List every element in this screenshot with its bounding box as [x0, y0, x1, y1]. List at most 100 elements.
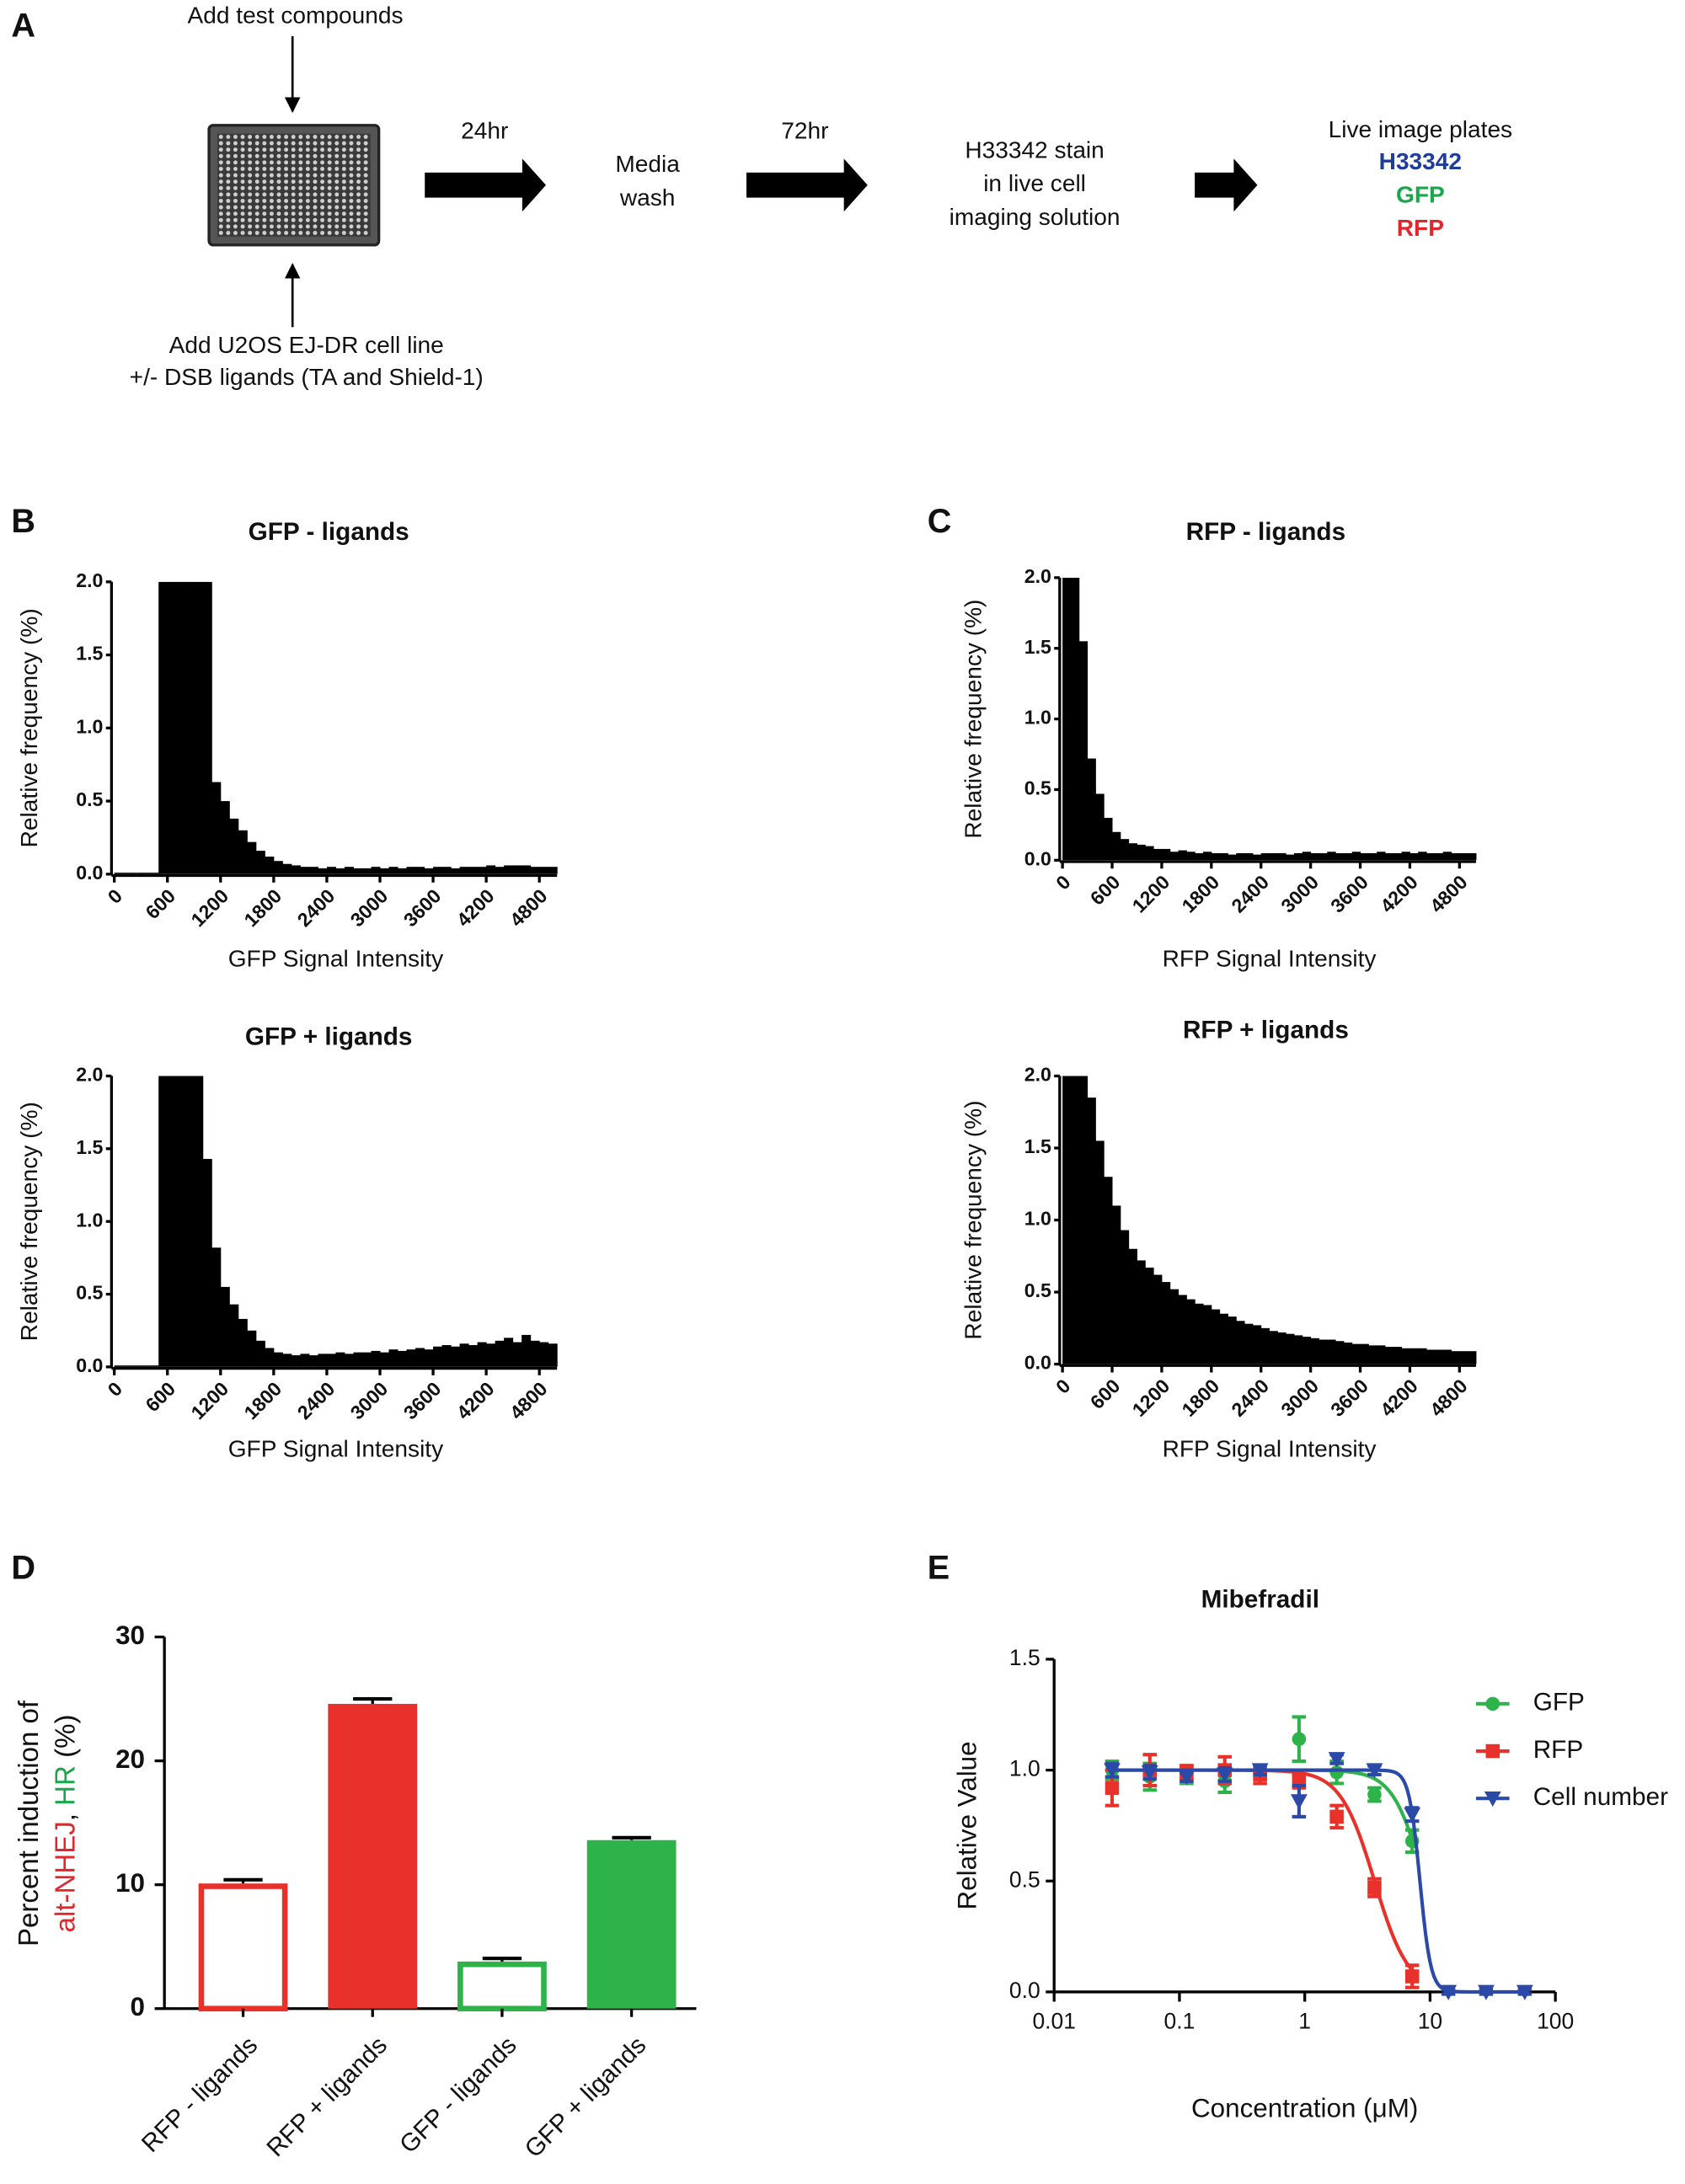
histogram-bar: [1260, 1327, 1270, 1364]
histogram-bar: [459, 867, 469, 874]
chart-title: RFP - ligands: [1186, 518, 1345, 546]
histogram-bar: [451, 868, 461, 874]
thick-arrow: [746, 158, 868, 212]
histogram-bar: [202, 1158, 212, 1367]
histogram-bar: [477, 867, 487, 874]
point: [1404, 1969, 1420, 1984]
histogram-bar: [335, 868, 345, 874]
histogram-bar: [326, 867, 336, 874]
histogram-bar: [123, 1365, 133, 1367]
histogram-bar: [149, 873, 159, 874]
histogram-bar: [1195, 852, 1204, 861]
y-axis-label: Relative Value: [953, 1741, 982, 1909]
histogram-bar: [486, 1343, 496, 1367]
y-tick-label: 0.0: [76, 1354, 103, 1376]
histogram-bar: [1104, 818, 1113, 861]
histogram-bar: [1377, 852, 1386, 861]
histogram-bar: [1459, 1351, 1468, 1364]
y-tick-label: 1.5: [1024, 636, 1051, 658]
histogram-bar: [202, 581, 212, 874]
bar: [198, 1883, 288, 2012]
legend-label: GFP: [1533, 1689, 1585, 1717]
channel-list: H33342 GFP RFP: [1379, 148, 1462, 241]
plate-wells: [217, 133, 371, 237]
histogram-bar: [1062, 577, 1072, 861]
histogram-bar: [1211, 1309, 1221, 1364]
histogram-bar: [1286, 1333, 1295, 1364]
step-label: imaging solution: [949, 204, 1121, 230]
histogram-bar: [167, 581, 177, 874]
chart-title: GFP - ligands: [249, 518, 409, 546]
histogram-bar: [211, 782, 222, 874]
x-tick-label: 4800: [506, 884, 552, 931]
histogram-bar: [1203, 852, 1212, 861]
histogram-bar: [530, 1340, 540, 1367]
histogram-bar: [1153, 1274, 1163, 1364]
histogram-bar: [1128, 843, 1137, 861]
x-tick-label: 600: [142, 1378, 180, 1417]
x-tick-label: 100: [1537, 2008, 1574, 2033]
point: [1216, 1767, 1233, 1783]
point: [1366, 1763, 1383, 1779]
histogram-bar: [468, 1344, 479, 1367]
y-tick-label: 0.5: [1024, 1279, 1051, 1301]
histogram-bar: [1219, 1313, 1228, 1364]
histogram-bar: [123, 873, 133, 874]
y-tick-label: 1.0: [76, 715, 103, 737]
histogram-bar: [1104, 1177, 1113, 1364]
legend-marker: [1484, 1791, 1501, 1808]
x-tick-label: 0: [1051, 871, 1074, 894]
histogram-bar: [1112, 831, 1121, 861]
histogram-bar: [522, 865, 532, 874]
histogram-bar: [406, 1349, 416, 1367]
histogram-bar: [504, 865, 514, 874]
y-tick-label: 1.5: [76, 1136, 103, 1158]
histogram-bar: [114, 873, 124, 874]
step-label: H33342 stain: [965, 137, 1104, 163]
chart-title: RFP + ligands: [1183, 1016, 1349, 1044]
histogram-bar: [495, 867, 505, 874]
y-axis-label: Relative frequency (%): [16, 1102, 42, 1341]
y-axis-label-part: alt-NHEJ: [50, 1821, 81, 1932]
histogram-bar: [1351, 1343, 1361, 1364]
y-tick-label: 1.5: [1009, 1645, 1040, 1670]
histogram-bar: [1219, 852, 1228, 861]
histogram-bar: [1410, 1348, 1419, 1364]
histogram-bar: [1095, 793, 1105, 861]
histogram-bar: [1451, 852, 1460, 861]
histogram-bar: [229, 818, 239, 874]
x-tick-label: GFP + ligands: [520, 2032, 652, 2164]
histogram-bar: [1319, 1339, 1328, 1364]
histogram-bar: [1293, 852, 1303, 861]
x-tick-label: 4200: [452, 1378, 499, 1424]
histogram-bar: [1228, 854, 1237, 861]
arrow-label: 24hr: [461, 117, 508, 143]
histogram-bar: [1070, 577, 1080, 861]
histogram-bar: [1277, 1332, 1286, 1364]
histogram-bar: [1286, 854, 1295, 861]
histogram-bar: [424, 1349, 434, 1367]
histogram-bar: [1434, 1349, 1444, 1364]
x-tick-label: 0: [104, 1378, 126, 1401]
legend-label: Cell number: [1533, 1783, 1668, 1811]
histogram-bar: [1120, 839, 1130, 861]
histogram-bar: [1401, 1348, 1410, 1364]
y-axis-label-part: (%): [50, 1715, 81, 1766]
x-tick-label: 3000: [346, 884, 393, 931]
histogram-bar: [149, 1365, 159, 1367]
histogram-bar: [415, 867, 425, 874]
x-tick-label: 1800: [1178, 1375, 1224, 1421]
bar: [586, 1840, 677, 2009]
histogram-bar: [1137, 844, 1146, 861]
histogram-bar: [1451, 1351, 1460, 1364]
point: [1328, 1752, 1345, 1768]
histogram-bar: [441, 867, 452, 874]
histogram-bar: [1244, 1323, 1254, 1364]
panel-label: C: [928, 503, 952, 540]
x-tick-label: 1800: [240, 884, 286, 931]
x-tick-label: 4200: [452, 884, 499, 931]
point: [1292, 1732, 1307, 1747]
histogram-bar: [548, 1343, 558, 1367]
